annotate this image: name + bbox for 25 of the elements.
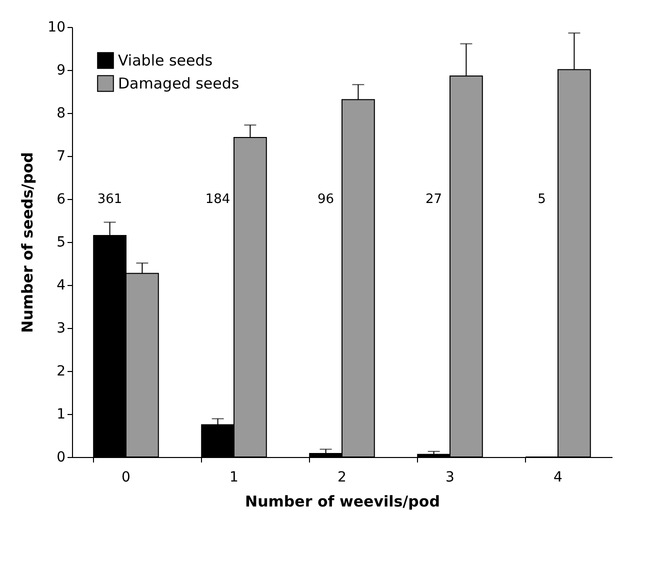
y-tick-label: 3 — [56, 320, 66, 336]
x-tick-label: 0 — [122, 470, 130, 486]
x-tick-label: 2 — [338, 470, 346, 486]
annotation: 27 — [426, 192, 442, 207]
y-axis-title: Number of seeds/pod — [18, 152, 37, 333]
y-tick-label: 8 — [56, 106, 66, 122]
y-tick-label: 1 — [56, 406, 66, 422]
x-tick-label: 4 — [554, 470, 563, 486]
y-tick-label: 4 — [56, 278, 66, 294]
y-tick-label: 6 — [56, 192, 66, 208]
y-tick-label: 0 — [56, 450, 66, 466]
y-tick-label: 10 — [48, 20, 66, 36]
x-tick-label: 3 — [446, 470, 454, 486]
annotation: 96 — [318, 192, 334, 207]
annotation: 361 — [97, 192, 122, 207]
annotation: 184 — [205, 192, 230, 207]
y-tick-label: 7 — [56, 148, 66, 164]
legend-label: Viable seeds — [118, 52, 213, 70]
annotation: 5 — [538, 192, 546, 207]
x-tick-label: 1 — [230, 470, 238, 486]
x-axis-title: Number of weevils/pod — [245, 492, 440, 510]
y-tick-label: 9 — [56, 62, 66, 78]
legend-label: Damaged seeds — [118, 74, 240, 92]
y-tick-label: 2 — [56, 364, 66, 380]
y-tick-label: 5 — [56, 234, 66, 250]
